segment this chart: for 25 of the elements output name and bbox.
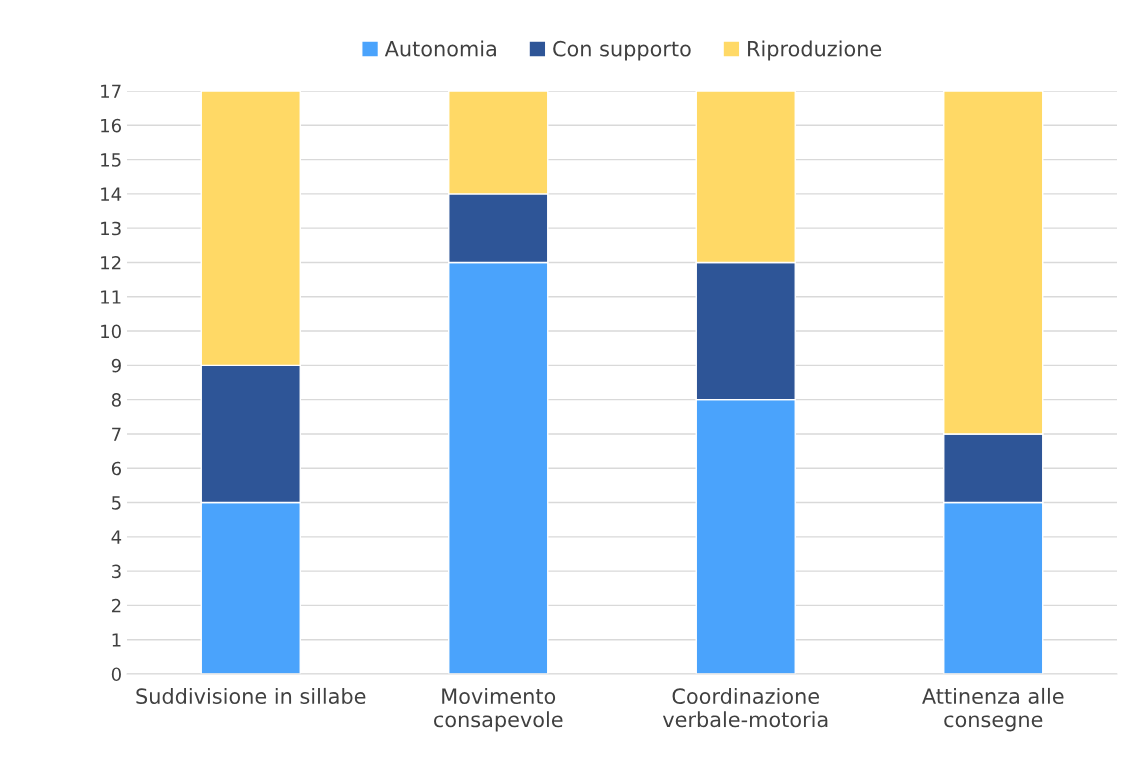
legend-label: Autonomia — [384, 40, 496, 57]
y-tick-label: 15 — [101, 153, 121, 167]
y-tick-label: 17 — [101, 84, 121, 98]
y-tick-label: 16 — [101, 118, 121, 133]
y-tick-label: 12 — [101, 255, 121, 270]
y-tick-label: 0 — [111, 667, 121, 682]
y-tick-label: 4 — [111, 530, 122, 544]
y-tick-label: 11 — [101, 290, 121, 304]
y-tick-label: 13 — [101, 221, 121, 236]
y-tick-label: 14 — [101, 187, 122, 201]
x-tick-label: Suddivisione in sillabe — [136, 687, 366, 705]
y-tick-label: 3 — [112, 564, 121, 579]
y-tick-label: 5 — [112, 496, 121, 510]
y-tick-label: 10 — [101, 324, 121, 339]
x-tick-label: Coordinazione verbale-motoria — [662, 687, 828, 728]
y-tick-label: 2 — [111, 598, 121, 613]
x-tick-label: Attinenza alle consegne — [922, 687, 1064, 732]
y-tick-label: 7 — [112, 427, 121, 441]
x-tick-label: Movimento consapevole — [434, 687, 563, 732]
legend-label: Riproduzione — [748, 40, 882, 61]
y-tick-label: 1 — [112, 633, 121, 647]
legend-label: Con supporto — [553, 40, 691, 61]
y-tick-label: 6 — [111, 461, 121, 476]
y-tick-label: 8 — [111, 393, 121, 407]
y-tick-label: 9 — [111, 358, 121, 373]
